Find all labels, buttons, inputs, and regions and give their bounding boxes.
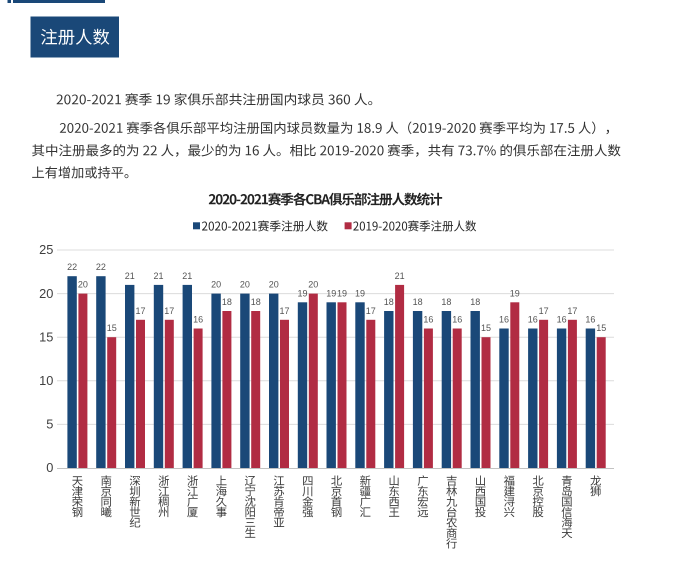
svg-text:17: 17 [135, 306, 145, 316]
svg-text:18: 18 [251, 297, 261, 307]
svg-text:18: 18 [222, 297, 232, 307]
svg-text:16: 16 [193, 315, 203, 325]
svg-text:16: 16 [557, 315, 567, 325]
svg-text:25: 25 [39, 242, 53, 257]
svg-text:18: 18 [441, 297, 451, 307]
svg-text:15: 15 [107, 323, 117, 333]
svg-text:21: 21 [182, 271, 192, 281]
svg-text:21: 21 [125, 271, 135, 281]
svg-text:18: 18 [384, 297, 394, 307]
svg-text:16: 16 [585, 315, 595, 325]
svg-text:19: 19 [337, 288, 347, 298]
svg-text:5: 5 [46, 417, 53, 432]
svg-text:17: 17 [366, 306, 376, 316]
svg-text:17: 17 [567, 306, 577, 316]
svg-text:16: 16 [499, 315, 509, 325]
svg-text:20: 20 [39, 286, 53, 301]
svg-text:20: 20 [269, 280, 279, 290]
svg-text:0: 0 [46, 460, 53, 475]
svg-text:15: 15 [596, 323, 606, 333]
svg-text:19: 19 [297, 288, 307, 298]
svg-text:21: 21 [153, 271, 163, 281]
svg-text:19: 19 [355, 288, 365, 298]
svg-text:19: 19 [510, 288, 520, 298]
svg-text:20: 20 [308, 280, 318, 290]
svg-text:22: 22 [96, 262, 106, 272]
svg-text:21: 21 [395, 271, 405, 281]
svg-text:10: 10 [39, 373, 53, 388]
svg-text:19: 19 [326, 288, 336, 298]
svg-text:16: 16 [423, 315, 433, 325]
svg-text:15: 15 [39, 329, 53, 344]
svg-text:18: 18 [413, 297, 423, 307]
svg-text:16: 16 [528, 315, 538, 325]
svg-text:17: 17 [164, 306, 174, 316]
svg-text:15: 15 [481, 323, 491, 333]
svg-text:16: 16 [452, 315, 462, 325]
svg-text:22: 22 [67, 262, 77, 272]
svg-text:20: 20 [211, 280, 221, 290]
svg-text:20: 20 [240, 280, 250, 290]
svg-text:18: 18 [470, 297, 480, 307]
svg-text:17: 17 [539, 306, 549, 316]
svg-text:20: 20 [78, 280, 88, 290]
svg-text:17: 17 [279, 306, 289, 316]
